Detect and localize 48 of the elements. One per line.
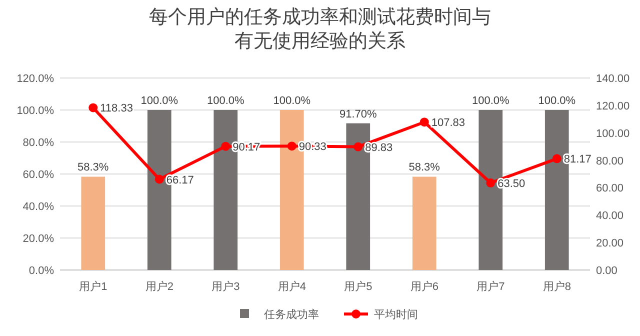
legend-label: 任务成功率 <box>263 308 319 321</box>
bar <box>81 176 106 270</box>
point <box>552 154 562 164</box>
x-tick-label: 用户6 <box>410 280 438 293</box>
x-tick-label: 用户7 <box>476 280 505 293</box>
y2-tick-label: 0.00 <box>596 265 618 277</box>
x-tick-label: 用户8 <box>542 280 571 293</box>
y-tick-label: 40.0% <box>22 201 54 213</box>
data-label: 100.0% <box>538 95 576 107</box>
data-label: 100.0% <box>206 95 244 107</box>
data-label: 100.0% <box>273 95 311 107</box>
bar <box>412 176 436 270</box>
x-tick-label: 用户1 <box>79 280 108 293</box>
y2-tick-label: 80.00 <box>596 155 624 168</box>
y-tick-label: 0.0% <box>28 265 54 277</box>
point <box>154 174 164 184</box>
y2-tick-label: 140.00 <box>596 73 630 85</box>
point <box>88 103 98 112</box>
y2-tick-label: 40.00 <box>596 210 624 222</box>
data-label: 58.3% <box>408 162 440 174</box>
data-label: 90.17 <box>232 141 260 154</box>
data-label: 91.70% <box>339 108 377 120</box>
x-tick-label: 用户4 <box>278 280 306 293</box>
y2-tick-label: 120.00 <box>596 100 630 112</box>
data-label: 100.0% <box>472 95 510 107</box>
legend-label: 平均时间 <box>374 308 418 321</box>
point <box>486 178 496 188</box>
data-label: 107.83 <box>431 117 466 130</box>
y2-tick-label: 60.00 <box>596 182 624 195</box>
data-label: 90.33 <box>298 141 326 154</box>
y2-tick-label: 100.00 <box>596 128 630 140</box>
data-label: 58.3% <box>78 162 109 174</box>
point <box>354 142 363 152</box>
chart-title: 每个用户的任务成功率和测试花费时间与有无使用经验的关系 <box>148 6 492 54</box>
y-tick-label: 20.0% <box>22 233 54 245</box>
y-tick-label: 80.0% <box>22 137 54 149</box>
y-tick-label: 100.0% <box>16 105 54 117</box>
y-tick-label: 60.0% <box>22 169 54 181</box>
data-label: 118.33 <box>100 102 133 115</box>
point <box>287 142 296 151</box>
y-tick-label: 120.0% <box>16 73 54 85</box>
point <box>420 118 429 127</box>
x-tick-label: 用户2 <box>145 280 174 293</box>
y2-tick-label: 20.00 <box>596 238 624 250</box>
data-label: 100.0% <box>140 95 178 107</box>
x-tick-label: 用户5 <box>344 280 372 293</box>
point <box>221 142 230 151</box>
x-tick-label: 用户3 <box>212 280 240 293</box>
